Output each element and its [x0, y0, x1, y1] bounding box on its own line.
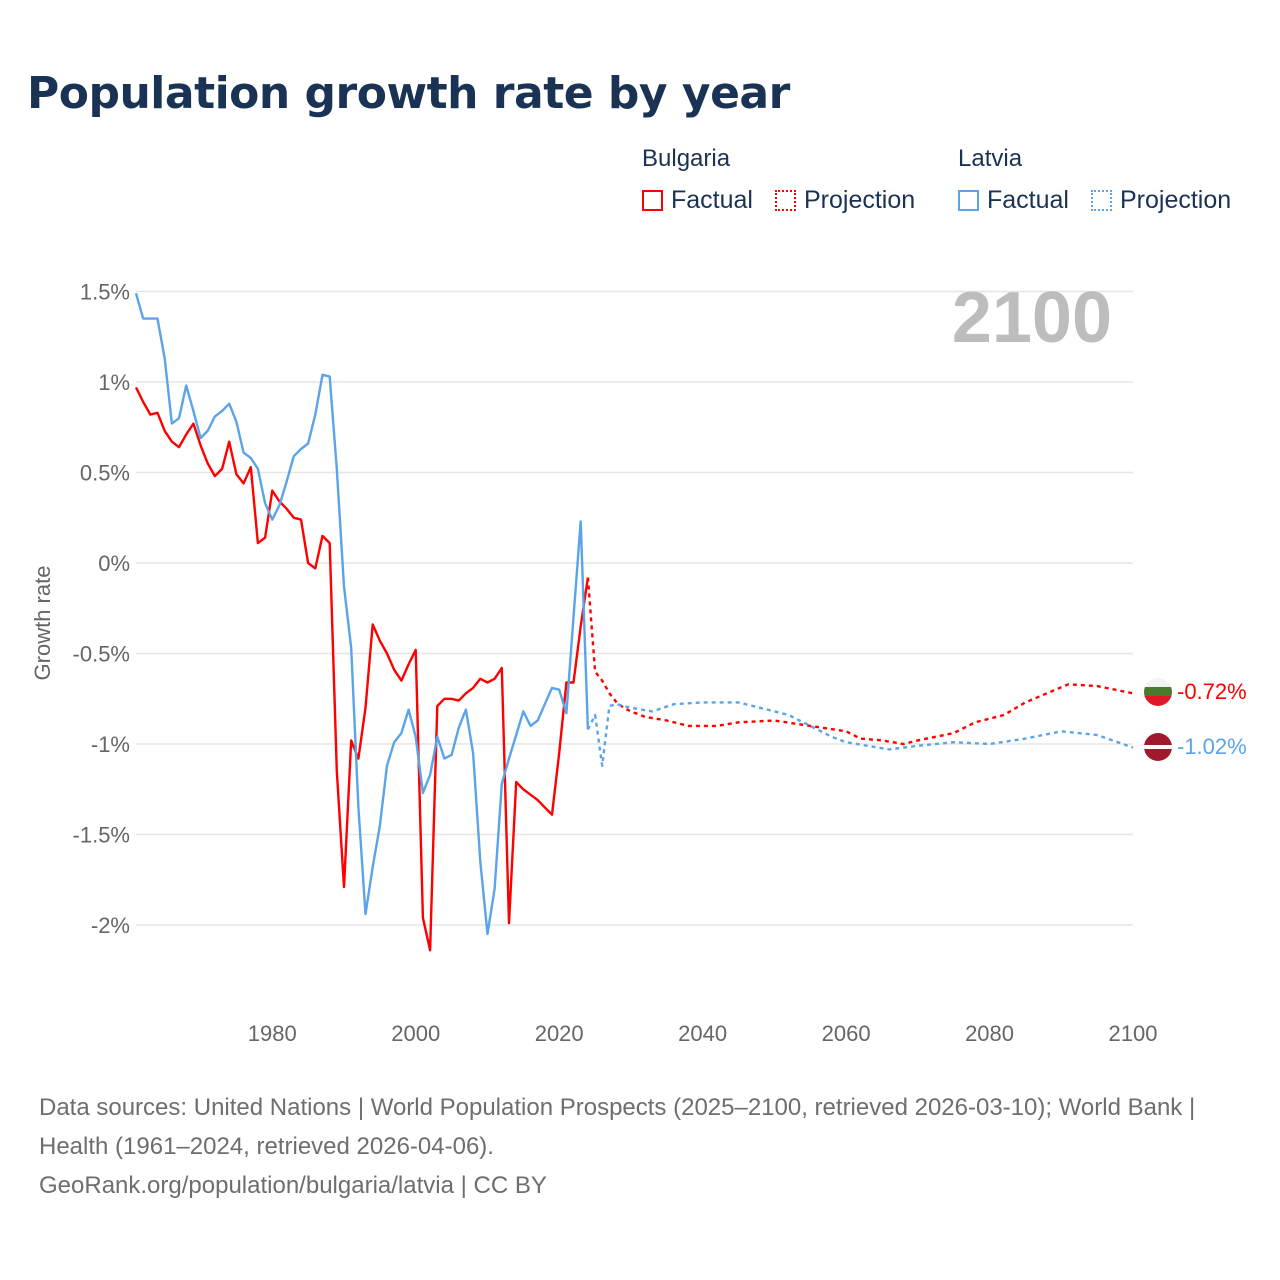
y-tick-label: -0.5%	[73, 642, 130, 667]
y-axis-label: Growth rate	[30, 566, 55, 681]
legend-swatch-dotted	[775, 190, 796, 211]
plot-area: 1.5% 1% 0.5% 0% -0.5% -1% -1.5% -2% 1980 2000 2020…	[30, 278, 1247, 1046]
bulgaria-projection-line	[586, 577, 1134, 746]
x-tick-label: 2020	[535, 1021, 584, 1046]
latvia-projection-line	[586, 701, 1134, 767]
legend-swatch-solid	[642, 190, 663, 211]
legend-latvia-projection[interactable]: Projection	[1091, 186, 1231, 215]
end-label-latvia: -1.02%	[1177, 734, 1247, 759]
latvia-flag-icon	[1144, 733, 1172, 761]
end-label-bulgaria: -0.72%	[1177, 679, 1247, 704]
y-tick-label: 0.5%	[80, 461, 130, 486]
y-tick-label: -1%	[91, 732, 130, 757]
y-tick-label: -2%	[91, 913, 130, 938]
legend-group-latvia: Latvia	[958, 145, 1023, 172]
source-link[interactable]: GeoRank.org/population/bulgaria/latvia |…	[39, 1172, 547, 1199]
x-tick-label: 2100	[1109, 1021, 1158, 1046]
legend-swatch-dotted	[1091, 190, 1112, 211]
legend-swatch-solid	[958, 190, 979, 211]
x-tick-label: 2080	[965, 1021, 1014, 1046]
legend-label: Factual	[987, 186, 1069, 214]
x-tick-label: 2060	[822, 1021, 871, 1046]
y-tick-label: 1%	[98, 370, 130, 395]
y-tick-label: 0%	[98, 551, 130, 576]
legend-latvia-factual[interactable]: Factual	[958, 186, 1069, 215]
year-label: 2100	[952, 278, 1112, 358]
legend-label: Projection	[804, 186, 916, 214]
x-tick-label: 2000	[391, 1021, 440, 1046]
legend-bulgaria-factual[interactable]: Factual	[642, 186, 753, 215]
latvia-factual-line	[134, 292, 590, 936]
legend-label: Factual	[671, 186, 753, 214]
y-tick-label: -1.5%	[73, 823, 130, 848]
legend-bulgaria-projection[interactable]: Projection	[775, 186, 915, 215]
chart-title: Population growth rate by year	[27, 68, 790, 119]
x-tick-label: 1980	[248, 1021, 297, 1046]
x-tick-label: 2040	[678, 1021, 727, 1046]
y-tick-label: 1.5%	[80, 280, 130, 305]
source-note: Data sources: United Nations | World Pop…	[39, 1088, 1239, 1205]
bulgaria-factual-line	[134, 386, 590, 952]
legend-label: Projection	[1120, 186, 1232, 214]
bulgaria-flag-icon	[1144, 678, 1172, 706]
source-text: Data sources: United Nations | World Pop…	[39, 1094, 1196, 1160]
legend-group-bulgaria: Bulgaria	[642, 145, 731, 172]
